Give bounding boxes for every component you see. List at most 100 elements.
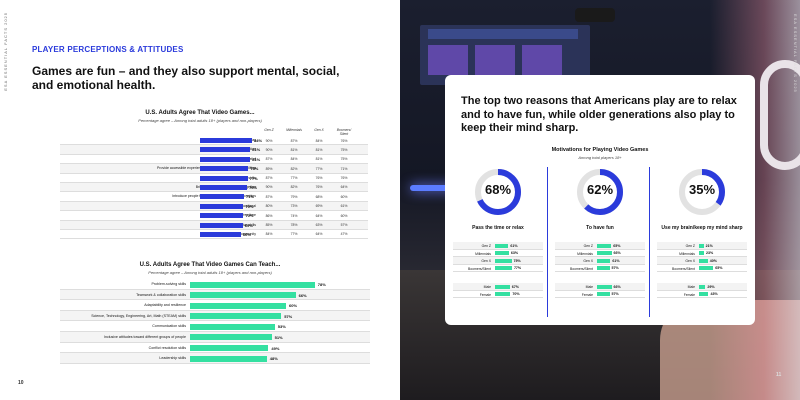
bar [200,203,244,209]
group-name: Millennials [475,251,491,256]
group-bar [699,266,714,271]
table-row: Create a feeling of community66%84%77%64… [60,230,368,240]
bar-value: 84% [254,138,263,143]
cell-value: 47% [340,232,348,237]
donut-percent: 62% [586,182,614,197]
column-header: Gen X [314,128,324,132]
group-row: Gen Z 65% [555,242,645,250]
motivations-card: The top two reasons that Americans play … [445,75,755,325]
group-row: Boomers/Silent 77% [453,265,543,272]
cell-value: 90% [265,185,273,190]
group-value: 65% [715,266,723,271]
group-row: Gen Z 61% [453,242,543,250]
monitor-tile [475,45,515,75]
cell-value: 64% [315,232,323,237]
group-value: 40% [709,258,717,263]
table-row: Communication skills 53% [60,321,370,332]
row-label: Teamwork & collaboration skills [136,292,186,297]
row-label: Science, Technology, Engineering, Art, M… [91,313,186,318]
column-divider [649,167,650,317]
group-value: 61% [612,258,620,263]
group-bar [597,266,610,271]
group-name: Male [687,285,695,289]
bar [200,231,241,237]
donut-chart [475,169,521,215]
group-bar [699,292,709,297]
monitor-tile [428,45,468,75]
donut-slice [475,169,521,215]
cell-value: 57% [340,223,348,228]
reason-label: Pass the time or relax [472,225,524,231]
bar-value: 66% [298,292,307,298]
bar [190,313,282,320]
led-glow [410,185,470,191]
group-row: Gen X 40% [657,257,747,265]
group-value: 70% [512,292,520,297]
bar-value: 57% [284,313,293,319]
page-number-right: 11 [776,372,782,378]
group-value: 65% [613,243,621,248]
bar-value: 76% [249,184,258,190]
group-bar [597,243,612,248]
cell-value: 86% [265,213,273,218]
group-bar [597,284,612,289]
group-value: 43% [710,292,718,297]
group-bar [495,258,512,263]
table-row: Bring different types of people together… [60,182,368,193]
group-bar [495,251,509,256]
side-label: ESA ESSENTIAL FACTS 2025 [3,12,8,91]
row-label: Leadership skills [159,356,186,361]
cell-value: 81% [290,147,298,152]
table-row: Introduce people to new friends and new … [60,192,368,202]
group-row: Millennials 63% [453,250,543,257]
cell-value: 81% [315,147,323,152]
group-bar [495,266,512,271]
cell-value: 85% [265,223,273,228]
group-row: Female 43% [657,291,747,298]
cell-value: 64% [340,185,348,190]
bar-value: 70% [245,203,254,209]
table-row: Teamwork & collaboration skills 66% [60,289,370,301]
cell-value: 81% [315,157,323,162]
chart2-title: U.S. Adults Agree That Video Games Can T… [139,262,281,268]
row-label: Conflict resolution skills [148,345,186,350]
group-row: Boomers/Silent 57% [555,265,645,272]
bar-value: 81% [252,156,261,162]
section-kicker: PLAYER PERCEPTIONS & ATTITUDES [32,45,184,54]
bar-value: 78% [317,282,326,287]
agree-chart-header: Gen Z Millennials Gen X Boomers/ Silent [60,126,368,136]
cell-value: 84% [265,232,273,237]
bar-value: 60% [289,303,298,309]
group-name: Gen Z [583,244,593,248]
group-bar [597,251,612,256]
group-bar [699,258,708,263]
table-row: Science, Technology, Engineering, Art, M… [60,310,370,322]
group-name: Millennials [679,251,695,256]
group-name: Boomers/Silent [570,266,593,271]
generation-group: Gen Z 61% Millennials 63% Gen X 75% Boomers/Si… [453,242,543,272]
cell-value: 87% [265,176,273,181]
group-row: Female 70% [453,291,543,298]
donut-chart [679,169,725,215]
group-bar [699,284,706,289]
bar [200,147,251,153]
table-row: Adaptability and resilience 60% [60,300,370,311]
agree-chart: Gen Z Millennials Gen X Boomers/ Silent Bri… [60,126,368,240]
bar [200,184,248,190]
table-row: Inclusive attitudes toward different gro… [60,331,370,343]
cell-value: 68% [315,194,323,199]
row-label: Adaptability and resilience [144,303,186,308]
group-value: 57% [611,266,619,271]
donut-percent: 35% [688,182,716,197]
card-headline: The top two reasons that Americans play … [461,95,737,134]
bar-value: 49% [271,345,280,351]
webcam-photo [575,8,615,22]
group-name: Boomers/Silent [468,266,491,271]
bar-value: 51% [274,334,283,340]
group-name: Boomers/Silent [672,266,695,271]
group-value: 63% [510,251,519,256]
page-headline: Games are fun – and they also support me… [32,64,340,92]
bar [200,194,245,200]
bar-value: 78% [250,166,259,172]
table-row: Help improve cognitive skills77%87%77%76… [60,174,368,183]
